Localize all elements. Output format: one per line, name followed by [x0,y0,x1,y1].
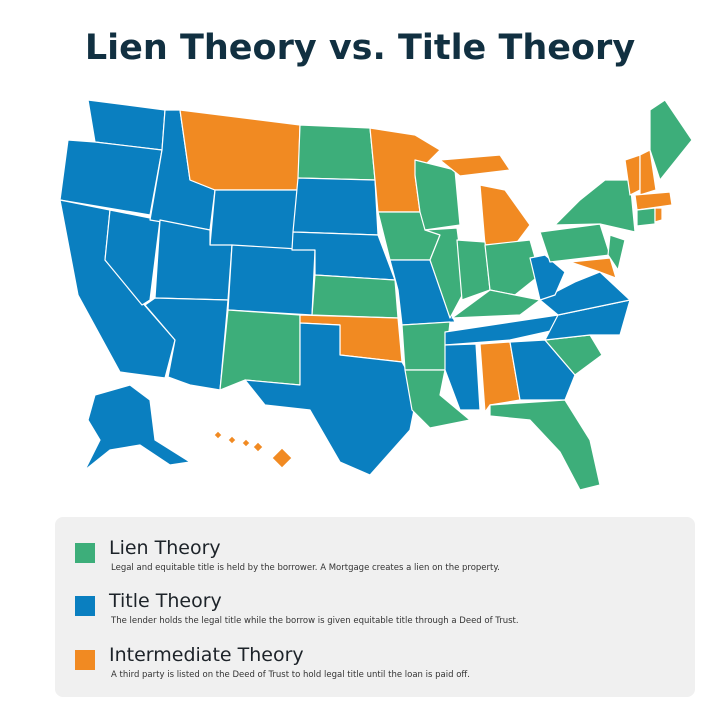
state-WV [529,254,566,301]
state-NJ [607,234,626,271]
state-MT [179,109,301,191]
legend-description: A third party is listed on the Deed of T… [111,670,470,680]
legend-description: Legal and equitable title is held by the… [111,563,500,573]
state-CO [227,244,316,316]
state-CT [636,207,656,227]
us-map [59,99,693,491]
page-title: Lien Theory vs. Title Theory [84,28,636,68]
state-NY [554,179,636,233]
state-MI [479,184,531,246]
state-VA [539,271,631,316]
state-MI-UP [439,154,511,177]
state-GA [509,339,576,401]
state-KS [311,274,399,319]
legend-label: Intermediate Theory [109,644,304,666]
intermediate-swatch [75,650,95,670]
state-HI-island [241,438,251,448]
state-NM [219,309,301,391]
state-AZ [144,297,229,391]
state-KY [451,289,541,319]
state-TN [444,314,559,346]
state-SD [292,177,379,236]
state-HI-island [252,441,264,453]
legend: Lien Theory Legal and equitable title is… [55,517,695,697]
state-NH [639,149,657,196]
state-MA [634,191,673,211]
state-FL [489,399,601,491]
lien-swatch [75,543,95,563]
state-HI-island [227,435,237,445]
state-AR [401,321,451,371]
legend-label: Lien Theory [109,537,221,559]
title-swatch [75,596,95,616]
state-ND [297,124,376,181]
state-AL [479,341,521,413]
state-ME [649,99,693,181]
state-MS [444,343,481,411]
legend-label: Title Theory [109,590,222,612]
state-HI-island [271,447,293,469]
state-IL [424,227,466,319]
legend-description: The lender holds the legal title while t… [111,616,519,626]
state-RI [654,207,663,223]
state-MD [569,257,617,279]
state-TX [244,322,419,476]
state-HI-island [213,430,223,440]
state-PA [539,223,611,263]
state-WY [209,189,299,251]
state-OH [484,239,541,296]
state-AK [84,384,191,471]
